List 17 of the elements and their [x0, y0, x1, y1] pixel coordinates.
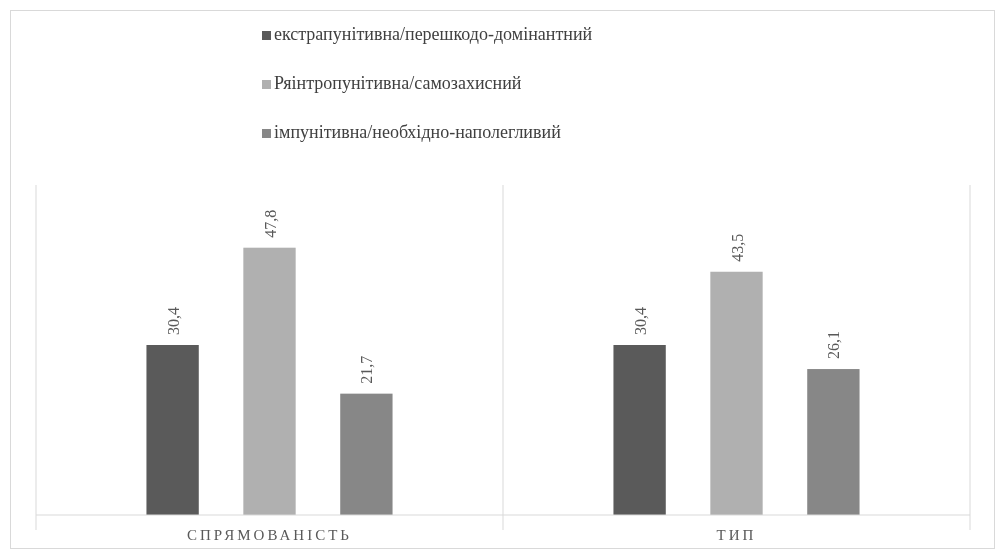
- data-label: 21,7: [358, 355, 376, 384]
- x-tick-label: ТИП: [716, 527, 757, 543]
- bar: [340, 393, 393, 515]
- legend-label: Ряінтропунітивна/самозахисний: [274, 73, 522, 93]
- bar: [146, 345, 199, 515]
- data-label: 30,4: [164, 307, 182, 335]
- bar: [243, 247, 296, 515]
- bar: [710, 271, 763, 515]
- x-tick-label: СПРЯМОВАНІСТЬ: [187, 527, 352, 543]
- legend-label: екстрапунітивна/перешкодо-домінантний: [274, 24, 593, 44]
- data-label: 47,8: [261, 209, 279, 238]
- data-label: 43,5: [728, 233, 746, 262]
- bar: [613, 345, 666, 515]
- data-label: 26,1: [825, 331, 843, 360]
- bar: [807, 369, 860, 515]
- data-label: 30,4: [631, 307, 649, 335]
- legend-label: імпунітивна/необхідно-наполегливий: [274, 122, 562, 142]
